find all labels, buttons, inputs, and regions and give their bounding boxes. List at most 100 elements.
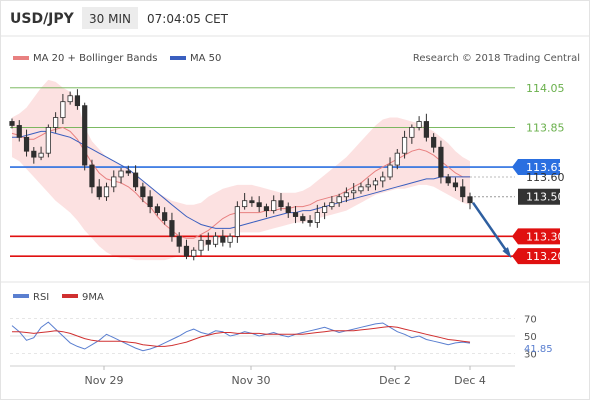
tag-last-price-bg bbox=[518, 188, 560, 205]
tag-113-65: 113.65 bbox=[512, 159, 565, 176]
candle-body bbox=[452, 182, 459, 188]
candle-body bbox=[394, 152, 400, 166]
x-tick-label: Nov 29 bbox=[85, 374, 124, 387]
candle-body bbox=[140, 186, 146, 198]
candle-body bbox=[365, 184, 371, 188]
candle-body bbox=[183, 245, 190, 257]
tag-113-85-label: 113.85 bbox=[526, 121, 565, 134]
candle-body bbox=[60, 101, 66, 118]
moving-averages bbox=[11, 126, 470, 239]
candle-body bbox=[118, 170, 124, 178]
rsi-legend: RSI 9MA bbox=[13, 292, 104, 303]
candle-body bbox=[256, 202, 262, 208]
tag-113-65-bg bbox=[512, 159, 560, 176]
candle-body bbox=[336, 196, 342, 204]
candle-body bbox=[16, 125, 22, 138]
legend: MA 20 + Bollinger Bands MA 50 bbox=[13, 53, 221, 64]
candle-body bbox=[82, 105, 88, 166]
candle-body bbox=[278, 200, 284, 208]
timeframe-label: 30 MIN bbox=[89, 12, 131, 26]
forecast-arrow bbox=[471, 201, 512, 259]
rsi-legend-label: RSI bbox=[33, 292, 49, 303]
x-tick-label: Nov 30 bbox=[232, 374, 271, 387]
rsi-ma-line bbox=[12, 325, 471, 347]
tag-last-price: 113.50 bbox=[518, 188, 565, 205]
candle-body bbox=[314, 212, 320, 223]
symbol-title: USD/JPY bbox=[10, 11, 75, 27]
tag-113-30-label: 113.30 bbox=[526, 230, 565, 243]
rsi-legend-swatch bbox=[13, 294, 29, 298]
candles bbox=[9, 89, 473, 261]
candle-body bbox=[205, 239, 211, 245]
candle-body bbox=[154, 206, 160, 213]
candle-body bbox=[38, 152, 44, 158]
tag-114-05-label: 114.05 bbox=[526, 82, 565, 95]
candle-body bbox=[89, 164, 95, 188]
candle-body bbox=[45, 127, 51, 154]
timeframe-badge[interactable] bbox=[82, 7, 138, 29]
candle-body bbox=[242, 200, 248, 208]
candle-body bbox=[263, 206, 270, 212]
tag-113-30: 113.30 bbox=[512, 228, 565, 245]
legend-ma50-swatch bbox=[170, 56, 186, 60]
legend-ma20-label: MA 20 + Bollinger Bands bbox=[33, 53, 157, 64]
level-tags: 114.05 113.85 113.65 113.30 113.20 113.60 113.… bbox=[512, 82, 565, 265]
tag-ma20-last-label: 113.60 bbox=[526, 171, 565, 184]
forecast-arrow-shaft bbox=[471, 201, 510, 254]
header: USD/JPY 30 MIN 07:04:05 CET bbox=[10, 7, 229, 29]
candle-body bbox=[147, 196, 153, 208]
candle-body bbox=[9, 121, 15, 126]
candle-body bbox=[191, 249, 197, 257]
legend-ma50-label: MA 50 bbox=[190, 53, 221, 64]
candle-body bbox=[460, 186, 466, 198]
candle-body bbox=[438, 146, 444, 178]
bollinger-bands bbox=[12, 79, 470, 261]
candle-body bbox=[162, 212, 168, 221]
candle-body bbox=[416, 121, 422, 128]
candle-body bbox=[467, 196, 473, 204]
tag-113-30-bg bbox=[512, 228, 560, 245]
rsi-tick-50: 50 bbox=[524, 332, 537, 343]
candle-body bbox=[292, 212, 299, 217]
candle-body bbox=[111, 176, 117, 188]
ma50-line bbox=[12, 130, 470, 229]
candle-body bbox=[125, 170, 131, 174]
x-tick-label: Dec 2 bbox=[379, 374, 411, 387]
candle-body bbox=[445, 176, 451, 184]
candle-body bbox=[198, 239, 204, 251]
legend-ma20-swatch bbox=[13, 56, 29, 60]
candle-body bbox=[169, 220, 175, 237]
bollinger-band-area bbox=[12, 79, 470, 261]
candle-body bbox=[358, 186, 364, 192]
x-axis: Nov 29 Nov 30 Dec 2 Dec 4 bbox=[85, 366, 486, 387]
candle-body bbox=[423, 121, 429, 138]
tag-ma20-last: 113.60 bbox=[526, 171, 565, 184]
candle-body bbox=[212, 235, 219, 245]
tag-113-20: 113.20 bbox=[512, 248, 565, 265]
candle-body bbox=[343, 192, 350, 198]
candle-body bbox=[372, 180, 379, 186]
candle-body bbox=[409, 127, 415, 138]
rsi-tick-70: 70 bbox=[524, 315, 537, 326]
candle-body bbox=[176, 235, 182, 247]
forecast-arrow-head bbox=[502, 247, 512, 259]
candle-body bbox=[103, 186, 110, 198]
rsi-current-value: 41.85 bbox=[524, 344, 553, 355]
candle-body bbox=[74, 95, 81, 107]
x-tick-label: Dec 4 bbox=[454, 374, 486, 387]
research-credit: Research © 2018 Trading Central bbox=[413, 53, 580, 64]
candle-body bbox=[132, 172, 139, 188]
ma20-line bbox=[11, 126, 470, 239]
candle-body bbox=[220, 235, 226, 243]
rsi-tick-30: 30 bbox=[524, 349, 537, 360]
candle-body bbox=[23, 136, 30, 152]
tag-113-85: 113.85 bbox=[526, 121, 565, 134]
candle-body bbox=[431, 136, 437, 148]
candle-body bbox=[387, 164, 393, 178]
timestamp: 07:04:05 CET bbox=[147, 12, 229, 26]
candle-body bbox=[249, 200, 255, 204]
tag-113-20-bg bbox=[512, 248, 560, 265]
rsi-ma-legend-swatch bbox=[62, 294, 78, 298]
